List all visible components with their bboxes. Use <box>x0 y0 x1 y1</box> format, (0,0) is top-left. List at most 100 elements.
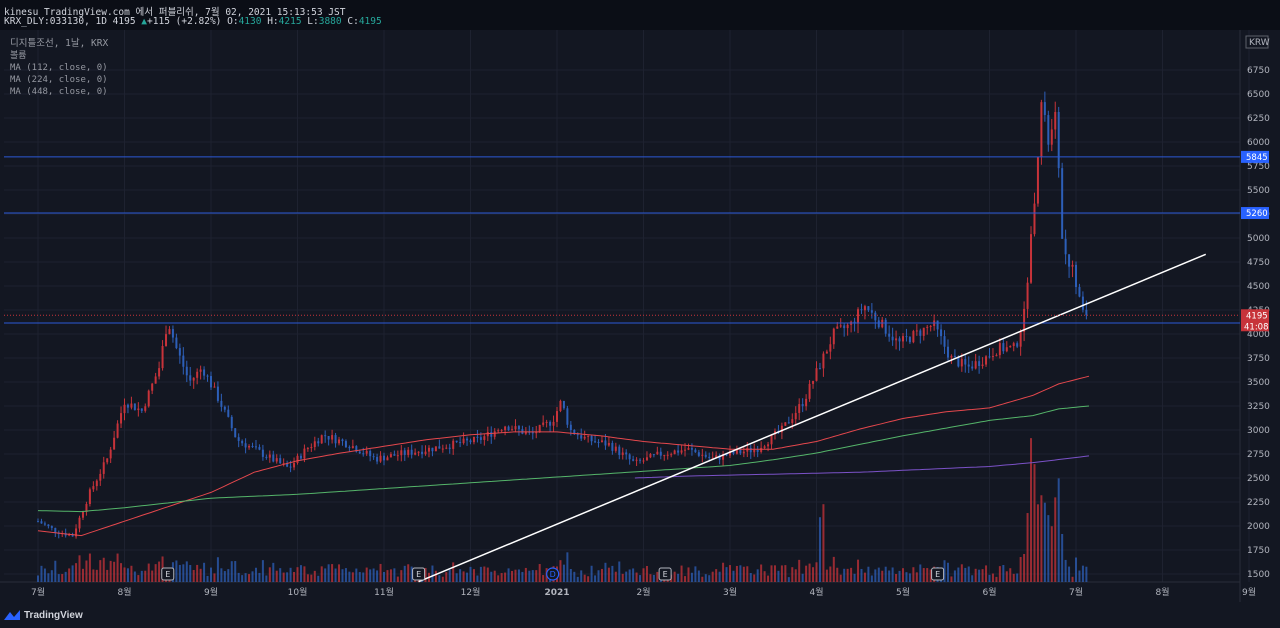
volume-bar <box>320 566 323 582</box>
candle-body <box>787 422 790 424</box>
volume-bar <box>929 569 932 582</box>
y-tick-label: 3750 <box>1247 354 1270 364</box>
x-tick-label: 8월 <box>1155 586 1169 598</box>
candle-body <box>839 325 842 327</box>
candle-body <box>507 426 510 431</box>
volume-bar <box>47 573 50 582</box>
candle-body <box>863 306 866 311</box>
volume-bar <box>57 574 60 582</box>
candle-body <box>1057 111 1060 169</box>
volume-bar <box>822 504 825 582</box>
candle-body <box>656 451 659 455</box>
candle-body <box>182 355 185 367</box>
currency-label: KRW <box>1249 38 1270 48</box>
candle-body <box>625 452 628 455</box>
legend-ma448[interactable]: MA (448, close, 0) <box>10 87 108 97</box>
candle-body <box>677 450 680 453</box>
volume-bar <box>1075 557 1077 582</box>
price-chart[interactable]: 1500 1750 2000 2250 2500 2750 3000 3250 3500 3750… <box>0 30 1280 602</box>
volume-bar <box>888 570 891 582</box>
candle-body <box>884 319 887 334</box>
volume-bar <box>950 576 953 582</box>
indicator-legend: 디지틀조선, 1날, KRX 볼륨 MA (112, close, 0) MA … <box>10 38 108 98</box>
candle-body <box>735 449 738 454</box>
candle-body <box>645 457 648 461</box>
volume-bar <box>857 559 860 582</box>
candle-body <box>545 421 548 423</box>
volume-bar <box>1019 557 1022 582</box>
volume-bar <box>846 568 849 582</box>
candle-body <box>649 454 652 458</box>
candle-body <box>472 436 475 443</box>
volume-bar <box>860 568 863 582</box>
volume-bar <box>81 568 84 582</box>
candle-body <box>1050 129 1053 145</box>
volume-bar <box>652 574 655 582</box>
candle-body <box>1085 309 1088 316</box>
candle-body <box>957 357 960 367</box>
y-tick-label: 3250 <box>1247 402 1270 412</box>
volume-bar <box>746 566 749 582</box>
candle-body <box>573 430 576 435</box>
close-label: C: <box>347 16 359 27</box>
candle-body <box>189 375 192 381</box>
candle-body <box>860 309 863 311</box>
volume-bar <box>448 569 451 582</box>
candle-body <box>106 458 109 463</box>
y-tick-label: 6250 <box>1247 114 1270 124</box>
volume-bar <box>237 572 240 582</box>
volume-bar <box>383 571 385 582</box>
candle-body <box>414 452 417 455</box>
volume-bar <box>279 568 282 582</box>
candle-body <box>946 346 949 358</box>
volume-bar <box>296 567 299 582</box>
candle-body <box>140 408 143 411</box>
volume-bar <box>275 570 278 582</box>
volume-bar <box>331 564 334 582</box>
volume-bar <box>120 563 123 582</box>
candle-body <box>697 452 700 456</box>
volume-bar <box>113 561 116 582</box>
volume-bar <box>957 567 960 582</box>
candle-body <box>808 383 811 399</box>
volume-bar <box>75 563 78 582</box>
legend-ma224[interactable]: MA (224, close, 0) <box>10 75 108 85</box>
volume-bar <box>493 570 496 582</box>
candle-body <box>1019 331 1022 347</box>
candle-body <box>1061 168 1064 239</box>
volume-bar <box>1085 566 1088 582</box>
candle-body <box>1033 203 1036 235</box>
ma224-line <box>37 405 1090 513</box>
candle-body <box>99 473 102 481</box>
candle-body <box>978 361 981 367</box>
candle-body <box>1023 308 1026 332</box>
candle-body <box>272 454 275 462</box>
candle-body <box>37 521 39 523</box>
candle-body <box>410 449 413 455</box>
volume-bar <box>137 575 140 582</box>
candle-body <box>680 450 683 453</box>
y-tick-label: 3000 <box>1247 426 1270 436</box>
volume-bar <box>998 566 1001 582</box>
candle-body <box>365 450 368 454</box>
candle-body <box>985 356 988 365</box>
volume-bar <box>791 567 794 582</box>
candle-body <box>275 458 278 462</box>
close-value: 4195 <box>358 16 382 27</box>
volume-bar <box>68 568 71 582</box>
candle-body <box>1064 238 1067 255</box>
candle-body <box>535 432 538 434</box>
volume-bar <box>1064 559 1067 582</box>
candle-body <box>594 441 597 443</box>
publish-info: kinesu TradingView.com 에서 퍼블리쉬, 7월 02, 2… <box>4 7 346 18</box>
candle-body <box>926 326 929 328</box>
volume-bar <box>206 575 209 582</box>
candle-body <box>92 486 95 490</box>
volume-bar <box>1023 553 1026 582</box>
candle-body <box>1075 264 1077 288</box>
volume-bar <box>587 576 590 582</box>
candle-body <box>642 460 645 462</box>
legend-ma112[interactable]: MA (112, close, 0) <box>10 63 108 73</box>
candle-body <box>133 403 136 411</box>
candle-body <box>1036 157 1039 204</box>
